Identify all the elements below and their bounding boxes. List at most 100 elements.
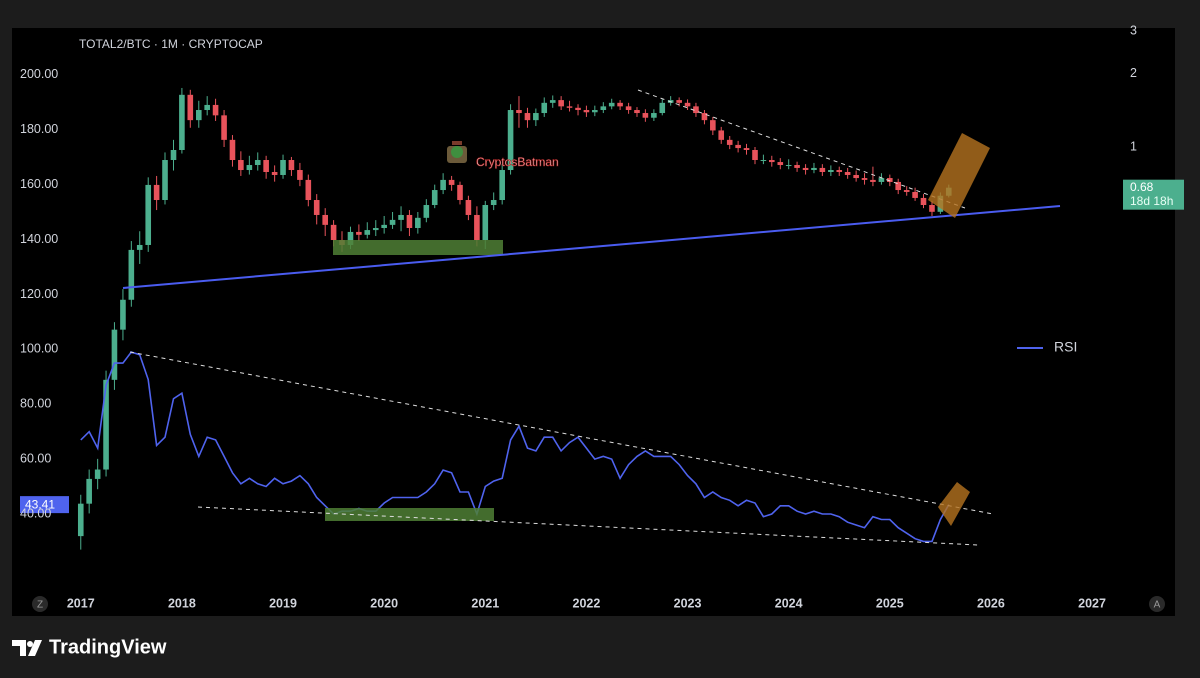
- candle-body: [482, 205, 489, 241]
- x-tick-label: 2021: [471, 596, 499, 610]
- y-tick-label: 80.00: [20, 397, 51, 411]
- x-tick-label: 2027: [1078, 596, 1106, 610]
- candle-body: [415, 217, 421, 229]
- candle-body: [541, 102, 548, 114]
- candle-body: [398, 214, 404, 220]
- candle-body: [499, 170, 505, 201]
- y2-tick-label: 1: [1130, 139, 1137, 153]
- rsi-highlight-box: [938, 482, 970, 526]
- x-tick-label: 2018: [168, 596, 196, 610]
- candle-body: [777, 162, 784, 166]
- y-tick-label: 160.00: [20, 177, 58, 191]
- candle-body: [659, 102, 666, 114]
- plot: [77, 87, 952, 550]
- button-label[interactable]: A: [1154, 600, 1161, 611]
- candle-body: [625, 106, 632, 111]
- y-tick-label: 200.00: [20, 67, 58, 81]
- candle-body: [263, 160, 269, 173]
- candle-body: [246, 165, 253, 171]
- x-tick-label: 2024: [775, 596, 803, 610]
- candle-body: [280, 160, 286, 175]
- candle-body: [760, 160, 767, 162]
- candle-body: [608, 102, 615, 107]
- y-tick-label: 40.00: [20, 506, 51, 520]
- candle-body: [465, 200, 472, 215]
- candle-body: [794, 165, 800, 168]
- candle-body: [558, 100, 564, 107]
- candle-body: [684, 102, 691, 107]
- candle-body: [238, 160, 244, 171]
- candle-body: [389, 219, 396, 225]
- candle-body: [204, 104, 210, 111]
- candle-body: [592, 110, 598, 113]
- candle-body: [179, 94, 185, 150]
- brand: TradingView: [49, 636, 167, 658]
- price-label: 0.68 18d 18h: [1123, 179, 1184, 210]
- candle-body: [617, 102, 623, 107]
- y2-tick-label: 3: [1130, 23, 1137, 37]
- candle-body: [718, 130, 725, 140]
- candle-body: [364, 230, 371, 235]
- candle-body: [920, 197, 927, 206]
- button[interactable]: [1149, 596, 1165, 612]
- candle-body: [406, 214, 413, 229]
- candle-body: [322, 214, 329, 225]
- candle-body: [870, 179, 876, 182]
- candle-body: [533, 113, 539, 121]
- drawings: [122, 89, 1061, 546]
- candle-body: [330, 224, 337, 241]
- candle-body: [271, 172, 278, 175]
- candle-body: [372, 228, 379, 231]
- candle-body: [693, 106, 699, 114]
- rsi-label: 43.41: [20, 496, 69, 514]
- candle-body: [642, 113, 649, 118]
- x-tick-label: 2025: [876, 596, 904, 610]
- candle-body: [86, 478, 92, 504]
- candle-body: [153, 184, 160, 201]
- button[interactable]: [32, 596, 48, 612]
- candle-body: [701, 113, 708, 121]
- candle-body: [170, 149, 177, 161]
- resistance-line: [637, 89, 966, 209]
- candle-body: [802, 167, 809, 171]
- trend-line: [122, 205, 1061, 289]
- candle-body: [785, 165, 792, 167]
- candle-body: [507, 110, 514, 171]
- candle-body: [288, 160, 295, 171]
- highlight-box: [928, 133, 990, 218]
- chart-title: TOTAL2/BTC · 1M · CRYPTOCAP: [79, 37, 263, 51]
- candle-body: [634, 110, 640, 114]
- candle-body: [162, 160, 168, 201]
- brand-logo: TradingView: [12, 636, 167, 658]
- button-label[interactable]: Z: [37, 600, 43, 611]
- rsi-label-box: [20, 496, 69, 514]
- y-tick-label: 60.00: [20, 451, 51, 465]
- y-tick-label: 120.00: [20, 287, 58, 301]
- rsi-support-zone: [325, 508, 494, 521]
- watermark: CryptosBatman: [476, 155, 559, 169]
- candle-body: [305, 179, 312, 201]
- x-tick-label: 2022: [573, 596, 601, 610]
- countdown: 18d 18h: [1130, 194, 1173, 208]
- candle-body: [111, 329, 118, 380]
- y2-tick-label: 2: [1130, 66, 1137, 80]
- y-tick-label: 100.00: [20, 342, 58, 356]
- candle-body: [710, 120, 716, 131]
- controls: Z A: [32, 596, 1165, 612]
- candle-body: [347, 231, 354, 245]
- candle-body: [77, 503, 84, 537]
- candle-body: [600, 106, 607, 111]
- icon: [452, 141, 462, 145]
- candle-body: [128, 249, 135, 300]
- candle-body: [844, 172, 851, 175]
- legend: RSI: [1017, 339, 1077, 355]
- candle-body: [878, 178, 885, 182]
- candle-body: [516, 110, 522, 114]
- x-tick-label: 2020: [370, 596, 398, 610]
- rsi-value: 43.41: [25, 497, 55, 511]
- candle-body: [811, 167, 817, 171]
- candle-body: [549, 100, 556, 103]
- candle-body: [726, 139, 733, 145]
